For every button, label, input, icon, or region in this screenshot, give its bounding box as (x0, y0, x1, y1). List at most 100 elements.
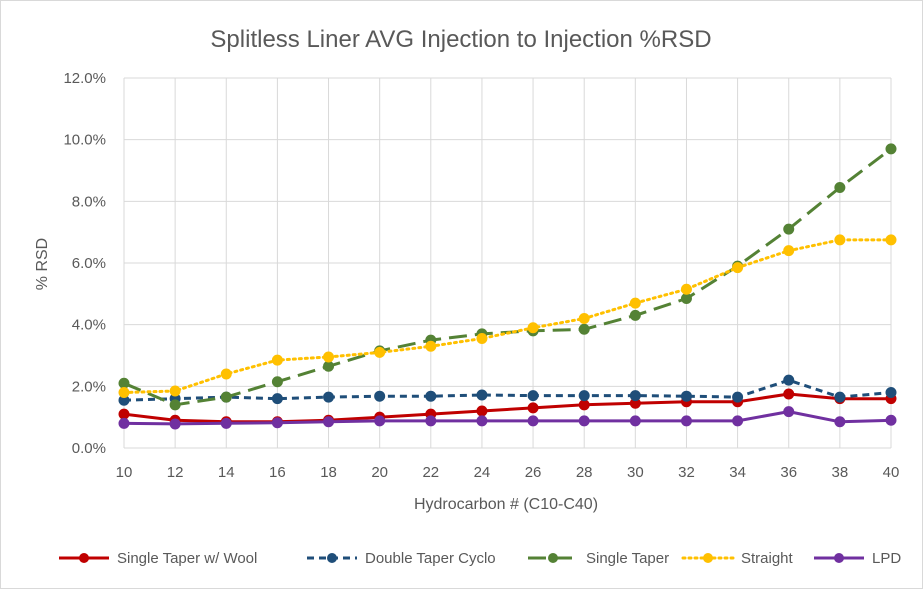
y-tick-label: 2.0% (72, 378, 106, 395)
legend-label: Single Taper (586, 550, 669, 567)
data-point (425, 415, 437, 427)
data-point (578, 390, 590, 402)
legend-label: LPD (872, 550, 901, 567)
data-point (220, 417, 232, 429)
legend-marker (834, 553, 844, 563)
legend-label: Double Taper Cyclo (365, 550, 496, 567)
legend-marker (548, 553, 558, 563)
legend-label: Single Taper w/ Wool (117, 550, 257, 567)
legend: Single Taper w/ Wool Double Taper Cyclo Si… (59, 550, 901, 567)
x-tick-label: 24 (474, 464, 491, 481)
data-point (476, 333, 488, 345)
y-tick-label: 10.0% (63, 132, 106, 149)
data-point (323, 391, 335, 403)
data-point (578, 323, 590, 335)
chart-title: Splitless Liner AVG Injection to Injecti… (210, 26, 711, 53)
data-point (680, 415, 692, 427)
x-tick-label: 34 (729, 464, 746, 481)
data-point (578, 399, 590, 411)
data-point (629, 297, 641, 309)
data-point (629, 415, 641, 427)
x-tick-label: 20 (371, 464, 388, 481)
y-tick-label: 8.0% (72, 193, 106, 210)
x-tick-label: 40 (883, 464, 900, 481)
data-point (834, 416, 846, 428)
x-tick-label: 10 (116, 464, 133, 481)
data-point (885, 414, 897, 426)
x-tick-label: 30 (627, 464, 644, 481)
data-point (629, 390, 641, 402)
legend-item: Double Taper Cyclo (307, 550, 496, 567)
x-tick-label: 26 (525, 464, 542, 481)
data-point (834, 181, 846, 193)
y-tick-label: 12.0% (63, 70, 106, 87)
axes: 0.0% 2.0% 4.0% 6.0% 8.0% 10.0% 12.0% 10 12 14 16 18… (63, 70, 899, 481)
y-axis-label: % RSD (34, 238, 51, 290)
x-tick-label: 22 (422, 464, 439, 481)
x-tick-label: 18 (320, 464, 337, 481)
data-point (527, 402, 539, 414)
data-point (783, 245, 795, 257)
legend-item: Straight (681, 550, 794, 567)
data-point (885, 234, 897, 246)
data-point (220, 391, 232, 403)
y-tick-label: 4.0% (72, 317, 106, 334)
x-tick-label: 14 (218, 464, 235, 481)
legend-marker (327, 553, 337, 563)
data-point (169, 399, 181, 411)
series-line (122, 238, 893, 394)
y-tick-label: 6.0% (72, 255, 106, 272)
data-point (323, 351, 335, 363)
data-point (271, 417, 283, 429)
series-line (123, 147, 892, 407)
data-point (271, 376, 283, 388)
series-line (123, 410, 892, 426)
x-tick-label: 12 (167, 464, 184, 481)
series-3 (118, 234, 897, 398)
x-tick-label: 36 (780, 464, 797, 481)
data-point (118, 417, 130, 429)
data-point (169, 418, 181, 430)
legend-item: LPD (814, 550, 901, 567)
data-point (374, 346, 386, 358)
data-point (118, 377, 130, 389)
data-point (783, 374, 795, 386)
data-point (169, 385, 181, 397)
data-point (118, 387, 130, 398)
data-point (374, 415, 386, 427)
data-point (527, 322, 539, 334)
x-tick-label: 16 (269, 464, 286, 481)
legend-marker (703, 553, 713, 563)
data-point (578, 313, 590, 324)
data-point (476, 405, 488, 417)
data-point (783, 223, 795, 235)
data-point (732, 415, 744, 427)
data-point (629, 309, 641, 321)
x-axis-label: Hydrocarbon # (C10-C40) (414, 496, 598, 513)
data-point (323, 360, 335, 372)
series-line (123, 392, 891, 424)
data-point (527, 415, 539, 427)
data-point (527, 390, 539, 402)
data-point (885, 143, 897, 155)
grid (123, 77, 892, 449)
series-4 (118, 406, 897, 430)
x-tick-label: 38 (832, 464, 849, 481)
series-line (123, 378, 892, 402)
data-point (783, 406, 795, 418)
data-point (578, 415, 590, 427)
data-point (271, 354, 283, 366)
data-point (732, 391, 744, 403)
series-1 (118, 374, 897, 406)
legend-item: Single Taper w/ Wool (59, 550, 257, 567)
data-point (271, 393, 283, 405)
data-point (374, 390, 386, 402)
data-point (476, 415, 488, 427)
data-point (885, 387, 897, 398)
legend-item: Single Taper (528, 550, 669, 567)
data-point (834, 234, 846, 246)
legend-marker (79, 553, 89, 563)
y-tick-label: 0.0% (72, 440, 106, 457)
series-layer (118, 143, 897, 430)
data-point (834, 391, 846, 403)
